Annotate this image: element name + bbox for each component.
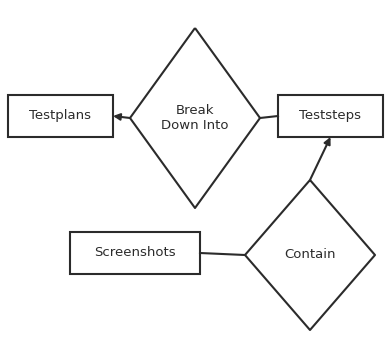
Text: Teststeps: Teststeps [299,110,361,123]
Bar [278,95,383,137]
Bar [70,232,200,274]
Text: Testplans: Testplans [29,110,91,123]
Text: Break
Down Into: Break Down Into [161,104,229,132]
Text: Contain: Contain [284,248,336,262]
Text: Screenshots: Screenshots [94,246,176,259]
Bar [8,95,113,137]
